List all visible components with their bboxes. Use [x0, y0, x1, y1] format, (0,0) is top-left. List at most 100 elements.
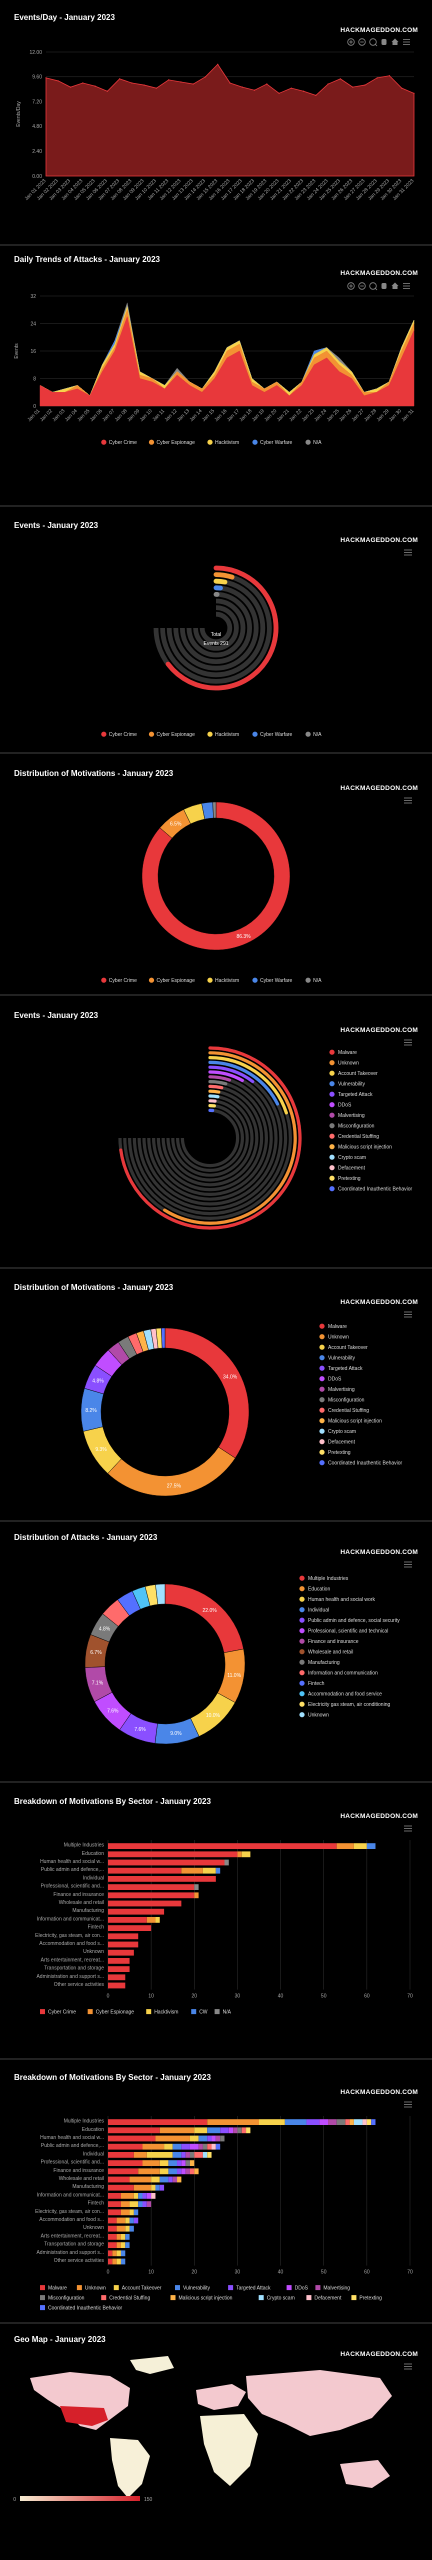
donut-slice[interactable] [161, 1327, 166, 1349]
legend-item[interactable]: Pretexting [329, 1175, 361, 1182]
bar-segment[interactable] [366, 2119, 372, 2125]
data-point[interactable] [413, 92, 415, 94]
south-america-region[interactable] [110, 2438, 150, 2498]
bar-segment[interactable] [207, 2152, 212, 2158]
bar-segment[interactable] [108, 2225, 117, 2232]
data-point[interactable] [315, 94, 317, 96]
data-point[interactable] [131, 82, 133, 84]
zoom-in-icon[interactable] [347, 282, 355, 290]
radial-bar[interactable] [119, 1046, 302, 1230]
bar-segment[interactable] [202, 2143, 208, 2150]
donut-slice[interactable] [212, 801, 217, 819]
legend-item[interactable]: Malvertising [329, 1112, 365, 1119]
data-point[interactable] [241, 86, 243, 88]
bar-segment[interactable] [366, 1843, 376, 1849]
magnifier-icon[interactable] [369, 282, 378, 291]
bar-segment[interactable] [129, 2201, 139, 2207]
bar-segment[interactable] [259, 2119, 285, 2125]
legend-item[interactable]: Vulnerability [329, 1081, 366, 1088]
bar-segment[interactable] [211, 2143, 216, 2150]
data-point[interactable] [303, 90, 305, 92]
bar-segment[interactable] [116, 2250, 121, 2257]
radial-bar[interactable] [213, 572, 235, 580]
radial-bar[interactable] [213, 578, 228, 585]
legend-item[interactable]: Cyber Crime [40, 2009, 76, 2016]
bar-segment[interactable] [202, 2152, 208, 2158]
series-area[interactable] [39, 316, 415, 407]
bar-segment[interactable] [125, 2225, 130, 2232]
bar-segment[interactable] [108, 1892, 195, 1899]
data-point[interactable] [388, 75, 391, 77]
bar-segment[interactable] [108, 1876, 216, 1882]
bar-segment[interactable] [172, 2176, 178, 2183]
data-point[interactable] [290, 87, 292, 89]
legend-item[interactable]: Cyber Espionage [148, 731, 195, 738]
menu-icon[interactable] [404, 1561, 412, 1568]
bar-segment[interactable] [108, 1974, 126, 1981]
bar-segment[interactable] [194, 2127, 208, 2134]
bar-segment[interactable] [142, 2193, 147, 2199]
bar-segment[interactable] [125, 2217, 130, 2224]
bar-segment[interactable] [194, 1892, 199, 1899]
legend-item[interactable]: Coordinated Inauthentic Behavior [40, 2305, 123, 2312]
bar-segment[interactable] [133, 2184, 152, 2191]
radial-bar[interactable] [208, 1080, 228, 1086]
radial-bar[interactable] [208, 1065, 255, 1084]
legend-item[interactable]: Account Takeover [319, 1344, 368, 1351]
legend-item[interactable]: Cyber Crime [101, 731, 137, 738]
bar-segment[interactable] [168, 2160, 178, 2166]
legend-item[interactable]: Cyber Espionage [148, 439, 195, 446]
menu-icon[interactable] [404, 2363, 412, 2370]
bar-segment[interactable] [207, 2143, 212, 2150]
legend-item[interactable]: Targeted Attack [319, 1365, 363, 1372]
bar-segment[interactable] [108, 1949, 134, 1956]
data-point[interactable] [278, 92, 280, 94]
bar-segment[interactable] [241, 2127, 247, 2134]
menu-icon[interactable] [404, 1825, 412, 1832]
bar-segment[interactable] [151, 2176, 160, 2183]
bar-segment[interactable] [108, 2168, 139, 2175]
menu-icon[interactable] [404, 2101, 412, 2108]
united-states-region[interactable] [60, 2406, 108, 2426]
magnifier-icon[interactable] [369, 38, 378, 47]
data-point[interactable] [57, 80, 59, 82]
bar-segment[interactable] [116, 2258, 121, 2265]
legend-item[interactable]: Individual [299, 1607, 329, 1614]
legend-item[interactable]: Account Takeover [329, 1070, 378, 1077]
bar-segment[interactable] [228, 2127, 234, 2134]
bar-segment[interactable] [146, 1917, 156, 1923]
legend-item[interactable]: Unknown [299, 1712, 329, 1719]
bar-segment[interactable] [146, 2193, 152, 2199]
bar-segment[interactable] [185, 2160, 190, 2166]
data-point[interactable] [253, 89, 256, 91]
legend-item[interactable]: Malvertising [319, 1386, 355, 1393]
legend-item[interactable]: Credential Stuffing [319, 1407, 369, 1414]
donut-slice[interactable] [164, 1583, 244, 1653]
bar-segment[interactable] [129, 2176, 152, 2183]
data-point[interactable] [106, 90, 108, 92]
legend-item[interactable]: Hacktivism [207, 731, 239, 738]
bar-segment[interactable] [108, 2209, 121, 2216]
bar-segment[interactable] [306, 2119, 320, 2125]
bar-segment[interactable] [108, 1900, 182, 1907]
radial-bar[interactable] [208, 1075, 232, 1082]
legend-item[interactable]: Crypto scam [258, 2295, 295, 2302]
home-icon[interactable] [391, 38, 399, 46]
bar-segment[interactable] [120, 2193, 134, 2199]
bar-segment[interactable] [181, 2143, 190, 2150]
legend-item[interactable]: Malware [329, 1049, 357, 1056]
bar-segment[interactable] [108, 1917, 147, 1923]
bar-segment[interactable] [181, 2152, 186, 2158]
bar-segment[interactable] [108, 1933, 139, 1940]
data-point[interactable] [217, 63, 219, 65]
legend-item[interactable]: Education [299, 1586, 330, 1593]
data-point[interactable] [192, 83, 194, 85]
bar-segment[interactable] [198, 2135, 208, 2142]
bar-segment[interactable] [215, 1867, 221, 1874]
legend-item[interactable]: Malware [319, 1323, 347, 1330]
pan-hand-icon[interactable] [381, 39, 387, 45]
bar-segment[interactable] [159, 2184, 165, 2191]
bar-segment[interactable] [116, 2217, 126, 2224]
bar-segment[interactable] [362, 2119, 367, 2125]
bar-segment[interactable] [198, 2143, 203, 2150]
